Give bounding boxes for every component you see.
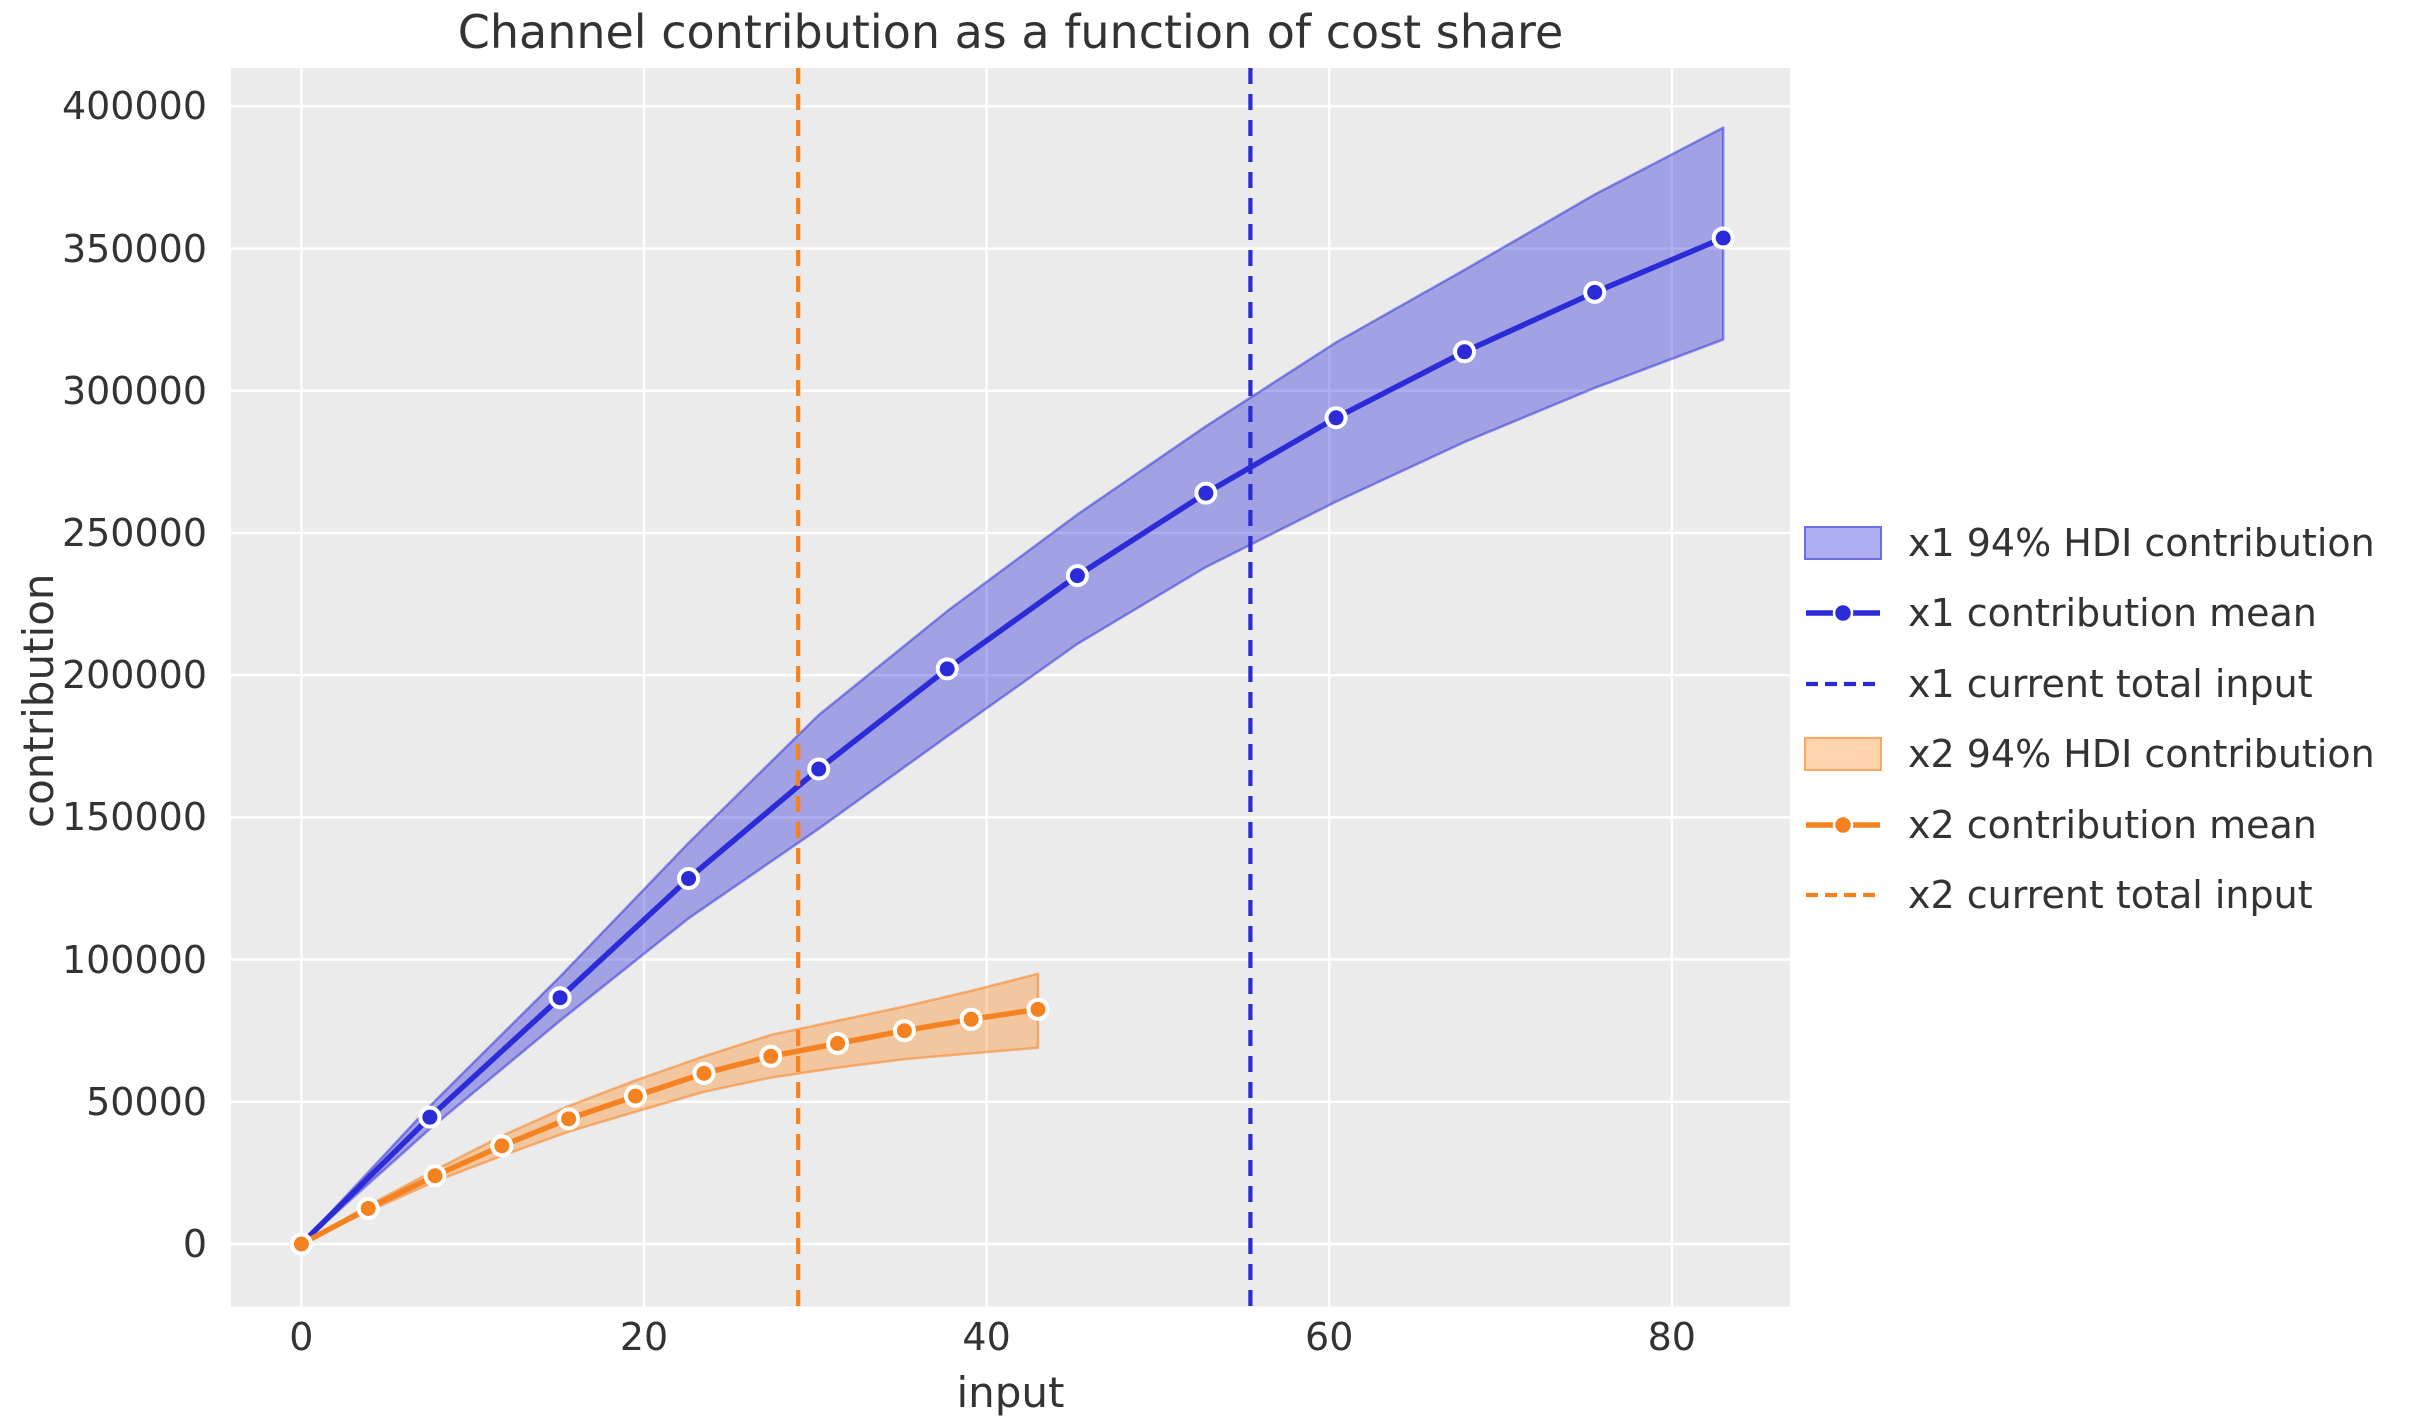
y-axis-label: contribution: [14, 573, 63, 828]
legend-dashed-line-swatch-icon: [1806, 681, 1880, 686]
x2-mean-marker: [289, 1232, 313, 1256]
legend-label: x1 current total input: [1908, 661, 2313, 706]
x-tick-label: 20: [619, 1315, 669, 1359]
legend-label: x1 contribution mean: [1908, 591, 2317, 636]
legend-item: x1 current total input: [1804, 649, 2313, 719]
x2-mean-marker: [759, 1044, 783, 1068]
y-tick-label: 150000: [61, 795, 207, 840]
legend-item: x1 contribution mean: [1804, 578, 2317, 648]
x1-mean-marker: [1324, 406, 1348, 430]
x-tick-label: 60: [1305, 1315, 1354, 1359]
x1-mean-marker: [1065, 564, 1089, 588]
legend-label: x2 contribution mean: [1908, 802, 2317, 847]
y-tick-label: 0: [182, 1221, 207, 1266]
legend-line-marker-swatch-icon: [1806, 814, 1880, 835]
x2-mean-marker: [1026, 997, 1050, 1021]
legend-item: x2 94% HDI contribution: [1804, 719, 2375, 789]
legend-item: x1 94% HDI contribution: [1804, 508, 2375, 578]
x-tick-label: 40: [962, 1315, 1011, 1359]
x1-mean-marker: [418, 1105, 442, 1129]
chart-title: Channel contribution as a function of co…: [457, 5, 1564, 59]
x1-mean-marker: [807, 757, 831, 781]
x1-mean-marker: [548, 986, 572, 1010]
x1-mean-marker: [677, 867, 701, 891]
x1-mean-marker: [1194, 481, 1218, 505]
x1-mean-marker: [935, 657, 959, 681]
y-tick-label: 350000: [61, 226, 207, 271]
x-axis-label: input: [956, 1368, 1065, 1417]
legend-band-swatch-icon: [1804, 526, 1882, 560]
legend-label: x2 current total input: [1908, 873, 2313, 917]
x2-mean-marker: [423, 1164, 447, 1188]
x1-mean-marker: [1453, 340, 1477, 364]
x-tick-label: 80: [1647, 1315, 1696, 1359]
y-tick-label: 400000: [61, 84, 207, 129]
x2-mean-marker: [356, 1196, 380, 1220]
legend-line-marker-swatch-icon: [1806, 603, 1880, 624]
x2-mean-marker: [826, 1031, 850, 1055]
y-tick-label: 300000: [61, 368, 207, 413]
x1-mean-marker: [1583, 280, 1607, 304]
legend-band-swatch-icon: [1804, 737, 1882, 772]
y-tick-label: 250000: [61, 510, 207, 555]
x2-mean-marker: [892, 1019, 916, 1043]
y-tick-label: 100000: [61, 937, 207, 982]
legend-item: x2 contribution mean: [1804, 790, 2317, 860]
legend-dashed-line-swatch-icon: [1806, 892, 1880, 898]
x2-mean-marker: [692, 1061, 716, 1085]
x2-mean-marker: [959, 1007, 983, 1031]
legend-label: x1 94% HDI contribution: [1908, 521, 2375, 565]
x2-mean-marker: [623, 1084, 647, 1108]
y-tick-label: 200000: [61, 653, 207, 698]
legend-item: x2 current total input: [1804, 860, 2313, 930]
x-tick-label: 0: [289, 1315, 314, 1359]
x1-mean-line: [298, 235, 1726, 1247]
legend-label: x2 94% HDI contribution: [1908, 732, 2375, 777]
x2-mean-marker: [557, 1107, 581, 1131]
y-tick-label: 50000: [86, 1079, 207, 1124]
x2-mean-marker: [490, 1134, 514, 1158]
x1-mean-marker: [1711, 226, 1735, 250]
plot-background: [231, 68, 1790, 1307]
